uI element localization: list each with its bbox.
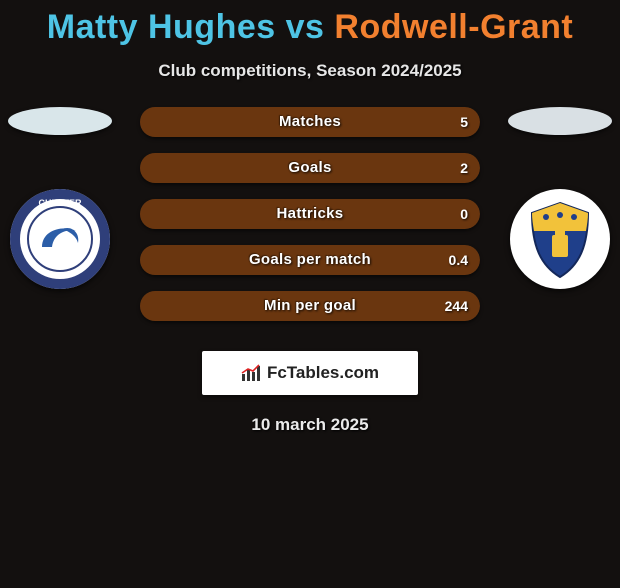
stat-row: Goals per match0.4 [140, 245, 480, 275]
comparison-title: Matty Hughes vs Rodwell-Grant [0, 8, 620, 47]
svg-text:CHESTER: CHESTER [38, 198, 82, 208]
stat-label: Goals [140, 153, 480, 183]
stat-value-right: 0.4 [449, 245, 468, 275]
right-column [500, 107, 620, 289]
vs-text: vs [286, 8, 325, 46]
left-column: CHESTER [0, 107, 120, 289]
stat-row: Goals2 [140, 153, 480, 183]
stat-label: Min per goal [140, 291, 480, 321]
stat-row: Min per goal244 [140, 291, 480, 321]
date-text: 10 march 2025 [0, 415, 620, 435]
brand-box: FcTables.com [202, 351, 418, 395]
player2-name: Rodwell-Grant [334, 8, 573, 46]
chester-crest-icon: CHESTER [10, 189, 110, 289]
stat-label: Hattricks [140, 199, 480, 229]
brand-text: FcTables.com [241, 363, 379, 383]
stat-label: Goals per match [140, 245, 480, 275]
player1-name: Matty Hughes [47, 8, 276, 46]
stat-label: Matches [140, 107, 480, 137]
club-crest-right [510, 189, 610, 289]
stat-row: Hattricks0 [140, 199, 480, 229]
player2-photo-placeholder [508, 107, 612, 135]
brand-label: FcTables.com [267, 363, 379, 383]
stat-value-right: 2 [460, 153, 468, 183]
stats-bars: Matches5Goals2Hattricks0Goals per match0… [140, 107, 480, 337]
bars-chart-icon [241, 364, 263, 382]
stat-value-right: 244 [445, 291, 468, 321]
club-crest-left: CHESTER [10, 189, 110, 289]
stat-value-right: 0 [460, 199, 468, 229]
comparison-content: CHESTER Matches5 Goals2 Hattricks0 Goals pe… [0, 107, 620, 327]
player1-photo-placeholder [8, 107, 112, 135]
stat-value-right: 5 [460, 107, 468, 137]
subtitle: Club competitions, Season 2024/2025 [0, 61, 620, 81]
stat-row: Matches5 [140, 107, 480, 137]
shield-crest-icon [510, 189, 610, 289]
